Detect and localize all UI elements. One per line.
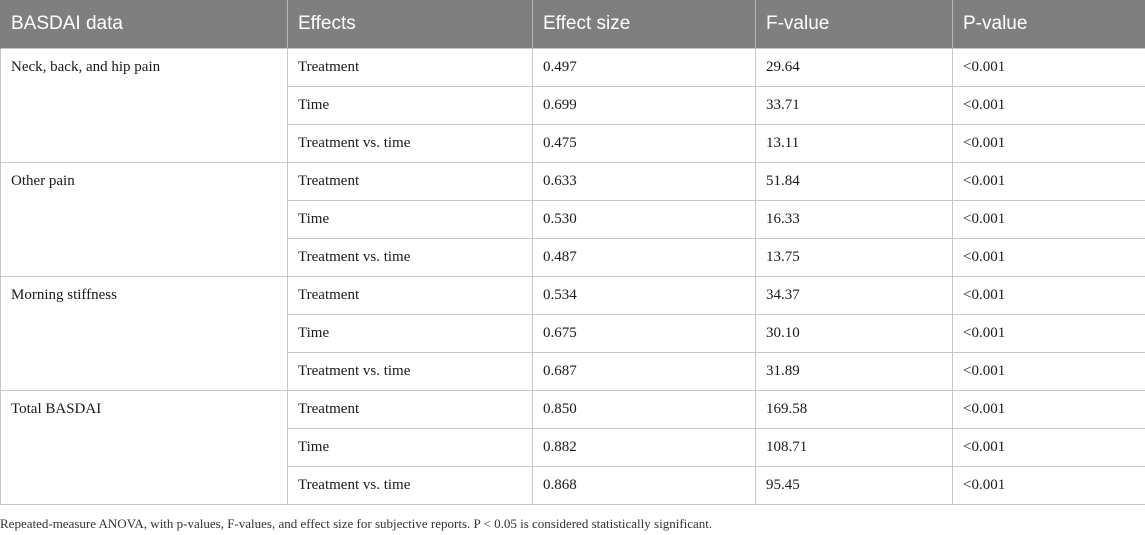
f-value-cell: 31.89	[755, 351, 953, 391]
table-row: Treatment vs. time 0.687 31.89 <0.001	[1, 351, 1145, 391]
effect-cell: Time	[287, 199, 533, 239]
table-row: Time 0.675 30.10 <0.001	[1, 313, 1145, 353]
effect-size-cell: 0.687	[532, 351, 756, 391]
table-row: Neck, back, and hip pain Treatment 0.497…	[0, 47, 1145, 163]
table-row: Treatment vs. time 0.475 13.11 <0.001	[1, 123, 1145, 163]
header-basdai-data: BASDAI data	[0, 0, 288, 48]
p-value-cell: <0.001	[952, 313, 1145, 353]
f-value-cell: 13.75	[755, 237, 953, 277]
effect-size-cell: 0.633	[532, 161, 756, 201]
p-value-cell: <0.001	[952, 237, 1145, 277]
header-row: BASDAI data Effects Effect size F-value …	[0, 0, 1145, 48]
effect-cell: Treatment vs. time	[287, 351, 533, 391]
f-value-cell: 108.71	[755, 427, 953, 467]
p-value-cell: <0.001	[952, 351, 1145, 391]
group-label: Neck, back, and hip pain	[0, 47, 288, 163]
f-value-cell: 13.11	[755, 123, 953, 163]
effect-size-cell: 0.868	[532, 465, 756, 505]
effect-size-cell: 0.487	[532, 237, 756, 277]
p-value-cell: <0.001	[952, 161, 1145, 201]
table-row: Other pain Treatment 0.633 51.84 <0.001	[0, 161, 1145, 277]
f-value-cell: 169.58	[755, 389, 953, 429]
p-value-cell: <0.001	[952, 47, 1145, 87]
effect-cell: Time	[287, 85, 533, 125]
p-value-cell: <0.001	[952, 275, 1145, 315]
f-value-cell: 34.37	[755, 275, 953, 315]
group-label: Morning stiffness	[0, 275, 288, 391]
header-f-value: F-value	[755, 0, 953, 48]
group-label: Other pain	[0, 161, 288, 277]
table-row: Treatment vs. time 0.487 13.75 <0.001	[1, 237, 1145, 277]
effect-size-cell: 0.699	[532, 85, 756, 125]
table-header: BASDAI data Effects Effect size F-value …	[0, 0, 1145, 48]
effect-cell: Time	[287, 313, 533, 353]
f-value-cell: 16.33	[755, 199, 953, 239]
p-value-cell: <0.001	[952, 123, 1145, 163]
effect-cell: Treatment	[287, 161, 533, 201]
f-value-cell: 30.10	[755, 313, 953, 353]
effect-size-cell: 0.675	[532, 313, 756, 353]
effect-size-cell: 0.882	[532, 427, 756, 467]
p-value-cell: <0.001	[952, 85, 1145, 125]
header-p-value: P-value	[952, 0, 1145, 48]
p-value-cell: <0.001	[952, 465, 1145, 505]
f-value-cell: 29.64	[755, 47, 953, 87]
p-value-cell: <0.001	[952, 389, 1145, 429]
group-label: Total BASDAI	[0, 389, 288, 505]
effect-size-cell: 0.534	[532, 275, 756, 315]
f-value-cell: 33.71	[755, 85, 953, 125]
table-body: Neck, back, and hip pain Treatment 0.497…	[0, 47, 1145, 505]
effect-size-cell: 0.475	[532, 123, 756, 163]
effect-cell: Treatment vs. time	[287, 465, 533, 505]
header-effects: Effects	[287, 0, 533, 48]
table-footnote: Repeated-measure ANOVA, with p-values, F…	[0, 516, 713, 531]
table-row: Time 0.699 33.71 <0.001	[1, 85, 1145, 125]
table-row: Morning stiffness Treatment 0.534 34.37 …	[0, 275, 1145, 391]
effect-cell: Time	[287, 427, 533, 467]
effect-cell: Treatment	[287, 275, 533, 315]
table-row: Time 0.882 108.71 <0.001	[1, 427, 1145, 467]
table-row: Treatment vs. time 0.868 95.45 <0.001	[1, 465, 1145, 505]
p-value-cell: <0.001	[952, 427, 1145, 467]
f-value-cell: 51.84	[755, 161, 953, 201]
table-row: Time 0.530 16.33 <0.001	[1, 199, 1145, 239]
effect-cell: Treatment	[287, 47, 533, 87]
header-effect-size: Effect size	[532, 0, 756, 48]
anova-table: BASDAI data Effects Effect size F-value …	[0, 0, 1145, 505]
effect-size-cell: 0.850	[532, 389, 756, 429]
effect-size-cell: 0.530	[532, 199, 756, 239]
p-value-cell: <0.001	[952, 199, 1145, 239]
effect-cell: Treatment vs. time	[287, 123, 533, 163]
effect-size-cell: 0.497	[532, 47, 756, 87]
table-row: Total BASDAI Treatment 0.850 169.58 <0.0…	[0, 389, 1145, 505]
effect-cell: Treatment	[287, 389, 533, 429]
effect-cell: Treatment vs. time	[287, 237, 533, 277]
f-value-cell: 95.45	[755, 465, 953, 505]
